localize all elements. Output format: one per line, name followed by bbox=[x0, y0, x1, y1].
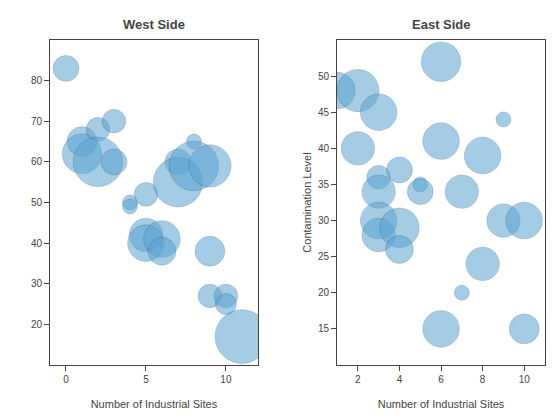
svg-text:0: 0 bbox=[63, 374, 69, 385]
svg-text:Number of Industrial Sites: Number of Industrial Sites bbox=[378, 398, 505, 410]
svg-text:20: 20 bbox=[318, 287, 330, 298]
svg-text:6: 6 bbox=[438, 374, 444, 385]
svg-text:East Side: East Side bbox=[412, 17, 471, 32]
svg-text:10: 10 bbox=[220, 374, 232, 385]
svg-text:50: 50 bbox=[318, 71, 330, 82]
svg-text:Contamination Level: Contamination Level bbox=[301, 152, 313, 252]
svg-text:15: 15 bbox=[318, 323, 330, 334]
svg-text:45: 45 bbox=[318, 107, 330, 118]
svg-text:80: 80 bbox=[31, 75, 43, 86]
svg-text:40: 40 bbox=[31, 238, 43, 249]
svg-text:20: 20 bbox=[31, 319, 43, 330]
svg-text:4: 4 bbox=[397, 374, 403, 385]
svg-text:5: 5 bbox=[143, 374, 149, 385]
svg-text:70: 70 bbox=[31, 116, 43, 127]
svg-text:60: 60 bbox=[31, 156, 43, 167]
svg-text:40: 40 bbox=[318, 143, 330, 154]
svg-text:10: 10 bbox=[519, 374, 531, 385]
svg-text:Number of Industrial Sites: Number of Industrial Sites bbox=[91, 398, 218, 410]
svg-text:35: 35 bbox=[318, 179, 330, 190]
svg-text:30: 30 bbox=[318, 215, 330, 226]
svg-text:50: 50 bbox=[31, 197, 43, 208]
svg-text:West Side: West Side bbox=[123, 17, 185, 32]
svg-text:8: 8 bbox=[480, 374, 486, 385]
svg-text:30: 30 bbox=[31, 278, 43, 289]
svg-text:2: 2 bbox=[355, 374, 361, 385]
svg-text:25: 25 bbox=[318, 251, 330, 262]
